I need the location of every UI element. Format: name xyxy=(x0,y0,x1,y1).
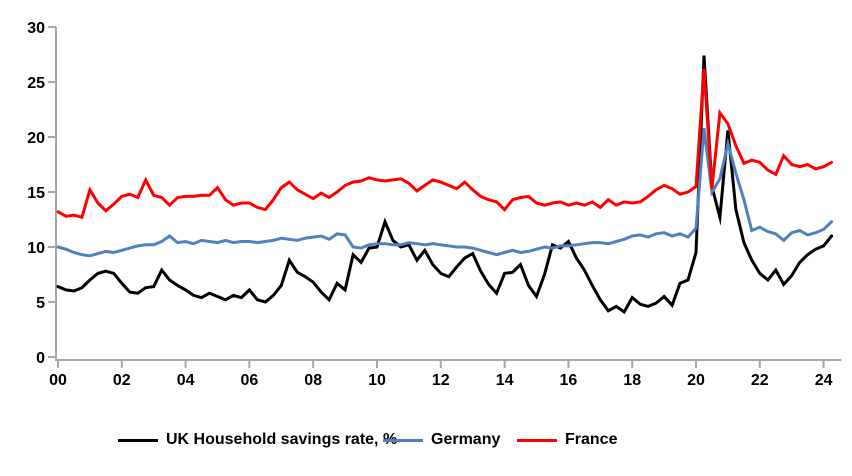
x-tick-label: 22 xyxy=(751,372,769,389)
legend-line-germany xyxy=(383,438,423,442)
x-tick-label: 18 xyxy=(623,372,641,389)
legend-item-uk: UK Household savings rate, % xyxy=(118,428,397,452)
series-line-france xyxy=(56,68,834,220)
x-tick-label: 10 xyxy=(368,372,386,389)
x-tick-label: 16 xyxy=(560,372,578,389)
chart-plot-area: 0 5 10 15 20 25 30 00 02 04 06 08 10 12 14 16 18 20 22 24 xyxy=(27,20,842,389)
y-tick-label: 20 xyxy=(27,130,45,147)
x-tick-label: 20 xyxy=(687,372,705,389)
y-tick-label: 5 xyxy=(36,295,45,312)
x-tick-label: 00 xyxy=(49,372,67,389)
x-tick-label: 08 xyxy=(304,372,322,389)
x-tick-label: 02 xyxy=(113,372,131,389)
legend-line-france xyxy=(517,438,557,442)
y-tick-label: 15 xyxy=(27,185,45,202)
legend-line-uk xyxy=(118,438,158,442)
x-tick-label: 06 xyxy=(241,372,259,389)
y-tick-label: 0 xyxy=(36,350,45,367)
legend-item-france: France xyxy=(517,428,617,452)
legend-item-germany: Germany xyxy=(383,428,500,452)
y-tick-label: 30 xyxy=(27,20,45,37)
x-tick-label: 04 xyxy=(177,372,195,389)
legend-label-france: France xyxy=(565,431,618,448)
legend: UK Household savings rate, % Germany Fra… xyxy=(0,428,852,458)
y-tick-label: 10 xyxy=(27,240,45,257)
y-tick-label: 25 xyxy=(27,75,45,92)
x-tick-label: 14 xyxy=(496,372,514,389)
series-line-germany xyxy=(56,128,834,258)
legend-label-uk: UK Household savings rate, % xyxy=(166,431,398,448)
x-tick-label: 24 xyxy=(815,372,833,389)
x-tick-label: 12 xyxy=(432,372,450,389)
legend-label-germany: Germany xyxy=(431,431,501,448)
